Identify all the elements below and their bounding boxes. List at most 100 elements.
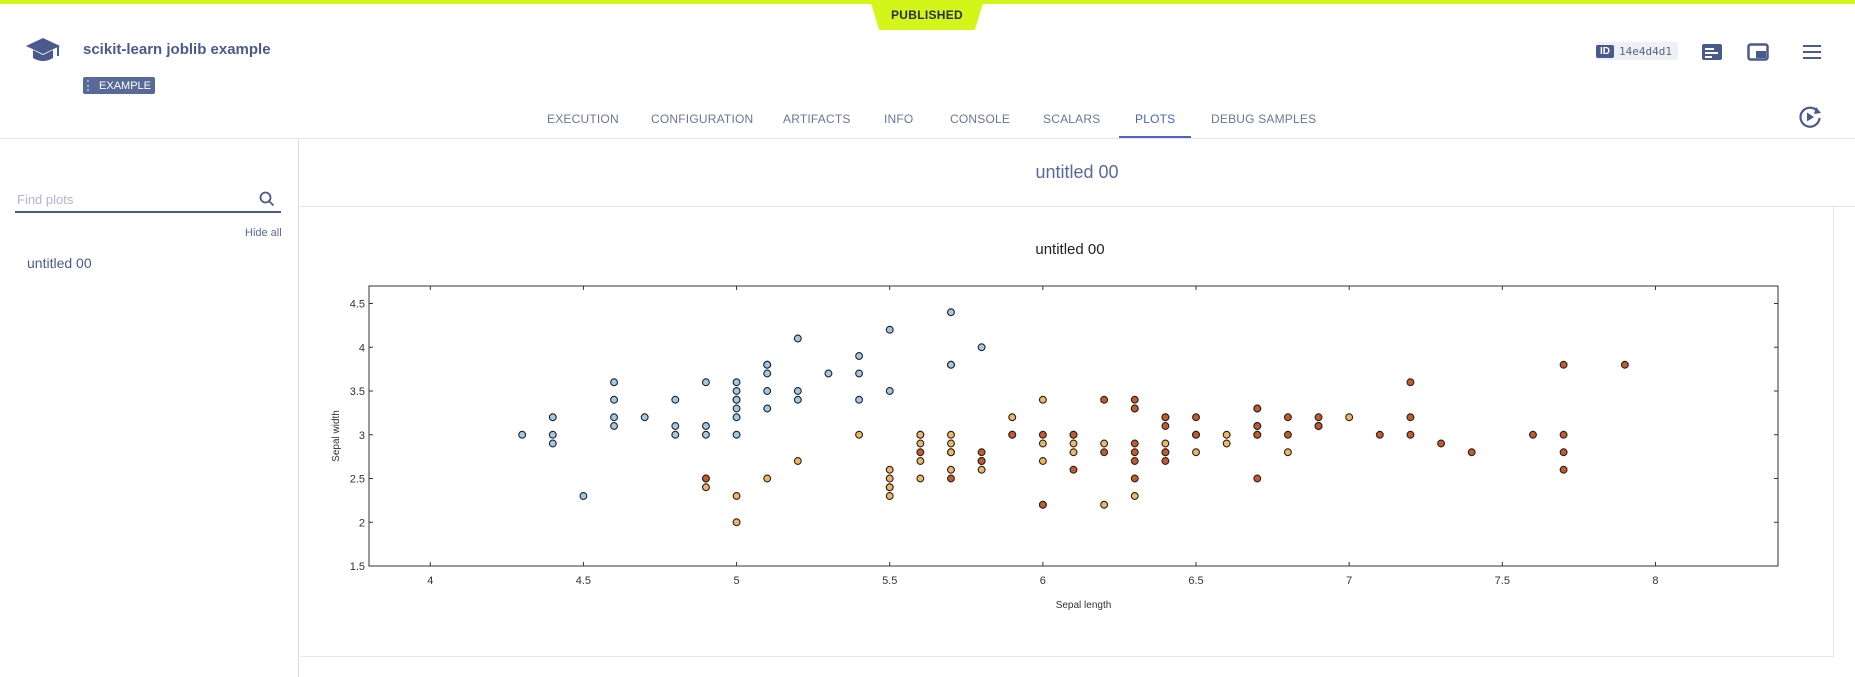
data-point-class-2: [1314, 422, 1323, 430]
data-point-class-0: [701, 378, 710, 387]
plots-sidebar: Hide all untitled 00: [0, 139, 299, 677]
data-point-class-2: [1161, 422, 1170, 430]
tab-scalars[interactable]: SCALARS: [1043, 112, 1101, 126]
tab-console[interactable]: CONSOLE: [950, 112, 1011, 126]
data-point-class-1: [701, 483, 710, 492]
hamburger-menu-icon[interactable]: [1800, 40, 1824, 64]
data-point-class-2: [1253, 474, 1262, 483]
tab-execution[interactable]: EXECUTION: [547, 112, 619, 126]
data-point-class-1: [947, 430, 955, 439]
tab-info[interactable]: INFO: [884, 112, 914, 126]
search-icon[interactable]: [259, 191, 275, 207]
data-point-class-1: [855, 430, 864, 439]
y-tick-label: 3: [359, 430, 365, 442]
data-point-class-2: [1192, 430, 1200, 439]
example-badge: EXAMPLE: [83, 77, 155, 94]
data-point-class-2: [1283, 413, 1292, 422]
data-point-class-1: [885, 492, 894, 500]
data-point-class-1: [1161, 439, 1170, 448]
data-point-class-1: [732, 492, 741, 500]
data-point-class-0: [732, 430, 741, 439]
x-tick-label: 7: [1346, 575, 1352, 587]
data-point-class-2: [977, 448, 986, 457]
plot-list-item[interactable]: untitled 00: [27, 255, 92, 271]
data-point-class-1: [885, 465, 894, 474]
data-point-class-1: [763, 474, 772, 483]
x-tick-label: 4.5: [576, 575, 591, 587]
data-point-class-0: [885, 387, 894, 395]
data-point-class-1: [885, 474, 894, 483]
x-tick-label: 5: [734, 575, 740, 587]
y-tick-label: 4: [359, 342, 365, 354]
tab-debug-samples[interactable]: DEBUG SAMPLES: [1211, 112, 1317, 126]
data-point-class-1: [1130, 492, 1139, 500]
x-tick-label: 6.5: [1188, 575, 1203, 587]
data-point-class-2: [1161, 413, 1170, 422]
hide-all-button[interactable]: Hide all: [245, 227, 282, 239]
data-point-class-2: [947, 474, 955, 483]
data-point-class-2: [1406, 413, 1415, 422]
data-point-class-2: [1161, 448, 1170, 457]
data-point-class-2: [1069, 430, 1078, 439]
y-tick-label: 4.5: [350, 299, 365, 311]
data-point-class-0: [610, 422, 618, 430]
data-point-class-2: [1161, 457, 1170, 465]
data-point-class-0: [947, 360, 955, 369]
data-point-class-0: [732, 413, 741, 422]
tab-artifacts[interactable]: ARTIFACTS: [783, 112, 851, 126]
data-point-class-1: [732, 518, 741, 527]
data-point-class-2: [1406, 430, 1415, 439]
data-point-class-2: [1375, 430, 1384, 439]
data-point-class-1: [1345, 413, 1354, 422]
data-point-class-0: [732, 395, 741, 404]
data-point-class-0: [579, 492, 588, 500]
data-point-class-0: [885, 325, 894, 334]
plot-search: [15, 187, 281, 213]
task-id-badge[interactable]: ID 14e4d4d1: [1596, 42, 1678, 60]
details-panel-icon[interactable]: [1700, 40, 1724, 64]
split-view-icon[interactable]: [1746, 40, 1770, 64]
data-point-class-1: [1038, 457, 1047, 465]
tab-configuration[interactable]: CONFIGURATION: [651, 112, 754, 126]
data-point-class-0: [701, 422, 710, 430]
data-point-class-2: [1130, 439, 1139, 448]
data-point-class-1: [1222, 439, 1231, 448]
data-point-class-2: [1100, 448, 1109, 457]
data-point-class-0: [701, 430, 710, 439]
data-point-class-2: [977, 457, 986, 465]
data-point-class-0: [855, 369, 864, 378]
data-point-class-2: [1620, 360, 1629, 369]
y-tick-label: 3.5: [350, 386, 365, 398]
data-point-class-0: [518, 430, 527, 439]
data-point-class-2: [1038, 430, 1047, 439]
data-point-class-2: [1038, 500, 1047, 509]
data-point-class-2: [1130, 448, 1139, 457]
data-point-class-1: [1100, 439, 1109, 448]
data-point-class-0: [671, 395, 680, 404]
scatter-chart[interactable]: untitled 00 4 4.5 5 5.5 6 6.5 7 7.5 8 1.5 2 2.5 3 3.5 4…: [300, 206, 1833, 656]
data-point-class-0: [732, 404, 741, 413]
data-point-class-0: [763, 387, 772, 395]
data-point-class-1: [947, 448, 955, 457]
refresh-play-icon[interactable]: [1797, 104, 1823, 130]
tab-plots[interactable]: PLOTS: [1135, 112, 1176, 126]
data-point-class-2: [1559, 360, 1568, 369]
active-tab-indicator: [1119, 136, 1191, 138]
plot-search-input[interactable]: [15, 187, 249, 211]
data-point-class-0: [610, 395, 618, 404]
data-point-class-2: [1253, 404, 1262, 413]
data-point-class-2: [1253, 430, 1262, 439]
data-point-class-2: [1253, 422, 1262, 430]
data-point-class-0: [732, 387, 741, 395]
data-point-class-1: [885, 483, 894, 492]
graduation-cap-icon: [24, 34, 62, 68]
data-point-class-0: [763, 360, 772, 369]
data-point-class-0: [855, 395, 864, 404]
section-title: untitled 00: [299, 139, 1855, 207]
data-point-class-2: [1283, 430, 1292, 439]
data-point-class-0: [671, 430, 680, 439]
tag-icon: [87, 80, 95, 91]
data-point-class-0: [763, 404, 772, 413]
data-point-class-0: [977, 343, 986, 352]
data-point-class-1: [916, 474, 925, 483]
